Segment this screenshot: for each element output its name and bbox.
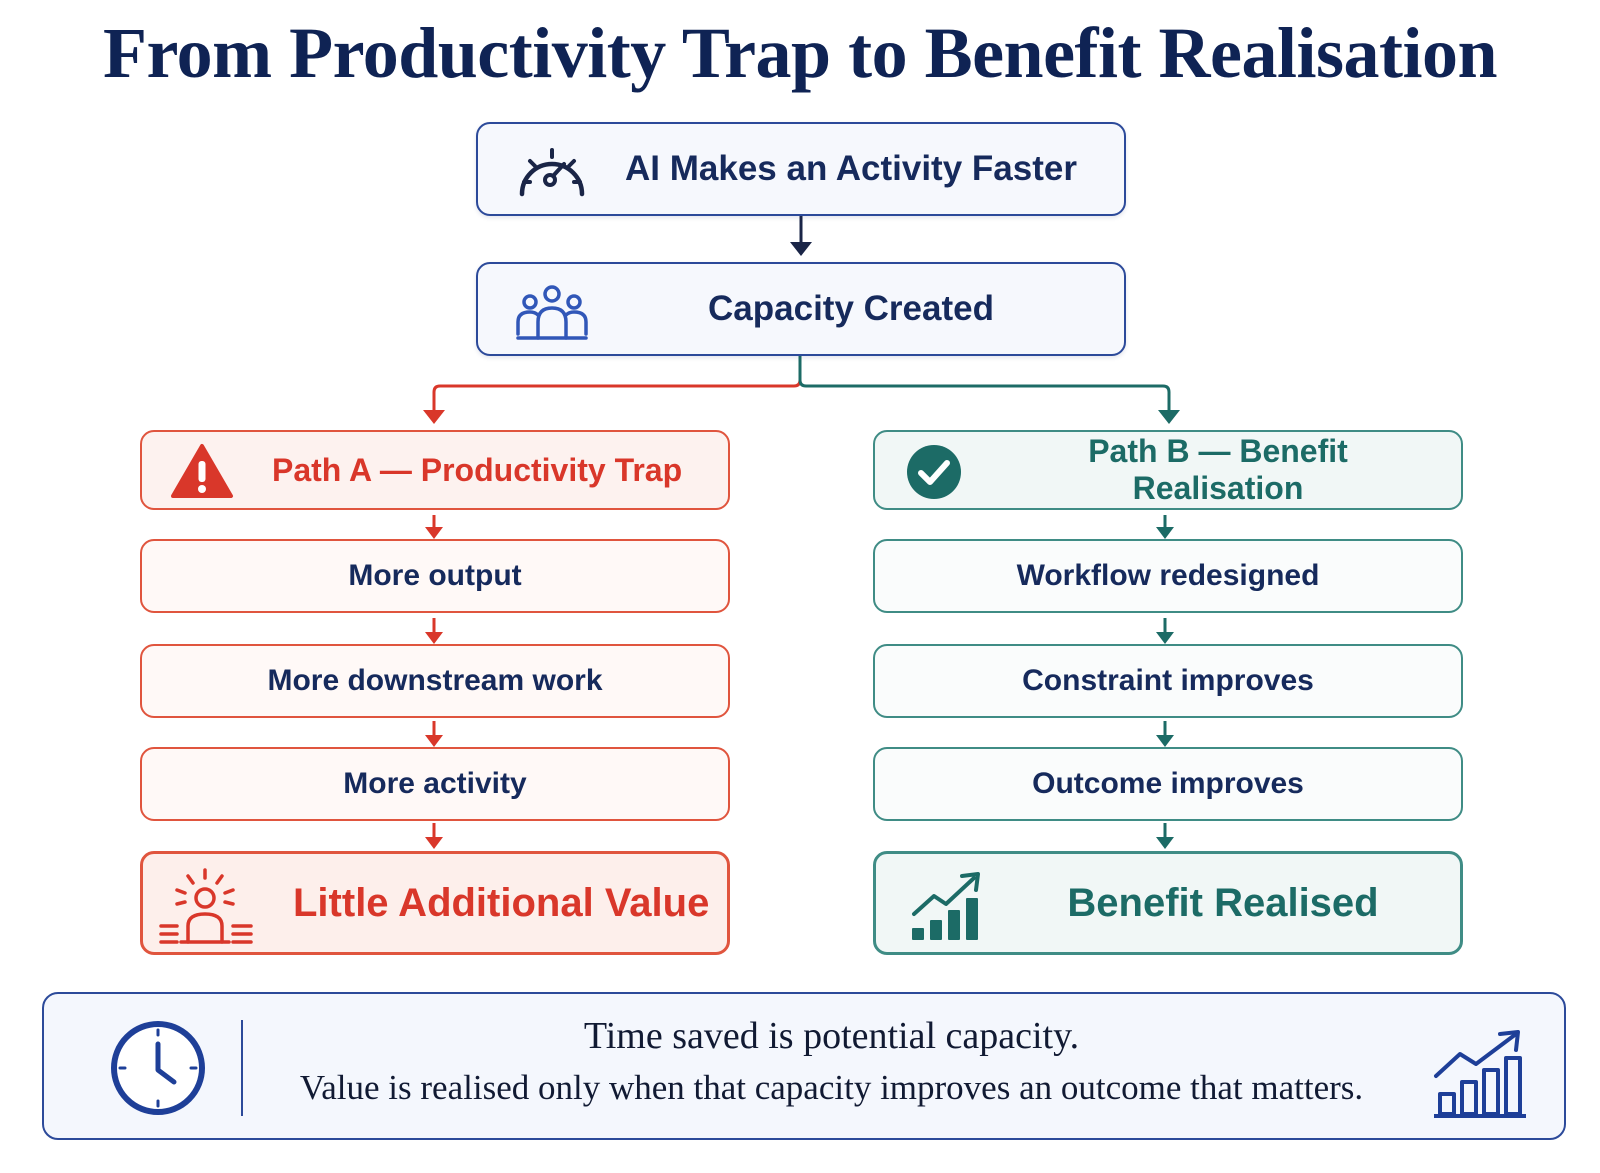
path-a-step-label: More downstream work	[267, 664, 603, 697]
footer-divider	[241, 1020, 243, 1116]
warning-icon	[170, 442, 234, 505]
step-ai-faster: AI Makes an Activity Faster	[476, 122, 1126, 216]
path-b-step-label: Constraint improves	[1022, 664, 1314, 697]
path-b-step: Outcome improves	[873, 747, 1463, 821]
clock-icon	[110, 1020, 206, 1121]
step-capacity-created: Capacity Created	[476, 262, 1126, 356]
path-b-step: Constraint improves	[873, 644, 1463, 718]
step-capacity-label: Capacity Created	[708, 289, 994, 328]
path-a-arrowheads	[425, 527, 443, 849]
path-b-result: Benefit Realised	[873, 851, 1463, 955]
path-a-header: Path A — Productivity Trap	[140, 430, 730, 510]
arrow-to-path-a	[432, 351, 802, 414]
bar-chart-arrow-icon	[1432, 1030, 1528, 1125]
path-b-step-label: Outcome improves	[1032, 767, 1304, 800]
growth-chart-icon	[910, 870, 986, 947]
path-a-step-label: More activity	[343, 767, 527, 800]
path-a-step: More output	[140, 539, 730, 613]
path-b-arrowheads	[1156, 527, 1174, 849]
arrow-to-path-b	[798, 351, 1171, 414]
path-a-title: Path A — Productivity Trap	[272, 451, 683, 488]
path-b-result-label: Benefit Realised	[1067, 880, 1379, 925]
path-a-step: More activity	[140, 747, 730, 821]
path-b-step-label: Workflow redesigned	[1016, 559, 1320, 592]
overloaded-person-icon	[155, 866, 255, 951]
people-group-icon	[514, 282, 590, 347]
path-a-result-label: Little Additional Value	[293, 880, 710, 925]
path-b-title: Path B — Benefit Realisation	[1088, 433, 1348, 506]
summary-banner: Time saved is potential capacity. Value …	[42, 992, 1566, 1140]
arrowhead-top	[790, 242, 812, 256]
page-title: From Productivity Trap to Benefit Realis…	[102, 13, 1498, 93]
path-a-step-label: More output	[348, 559, 522, 592]
path-a-result: Little Additional Value	[140, 851, 730, 955]
path-b-header: Path B — Benefit Realisation	[873, 430, 1463, 510]
check-circle-icon	[905, 443, 963, 506]
footer-line-1: Time saved is potential capacity.	[583, 1015, 1080, 1057]
path-a-step: More downstream work	[140, 644, 730, 718]
arrowhead-path-a	[423, 410, 445, 424]
path-b-step: Workflow redesigned	[873, 539, 1463, 613]
speedometer-icon	[514, 142, 590, 207]
footer-line-2: Value is realised only when that capacit…	[299, 1068, 1364, 1107]
arrowhead-path-b	[1158, 410, 1180, 424]
step-ai-faster-label: AI Makes an Activity Faster	[625, 149, 1077, 188]
